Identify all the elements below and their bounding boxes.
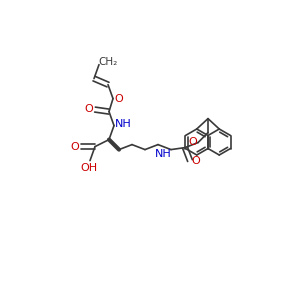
Text: NH: NH <box>154 148 171 159</box>
Text: O: O <box>192 156 200 166</box>
Text: O: O <box>70 142 80 152</box>
Text: O: O <box>189 136 197 147</box>
Text: CH₂: CH₂ <box>98 57 118 67</box>
Text: NH: NH <box>115 118 131 129</box>
Text: O: O <box>115 94 123 103</box>
Text: OH: OH <box>80 163 98 172</box>
Text: O: O <box>85 103 93 114</box>
